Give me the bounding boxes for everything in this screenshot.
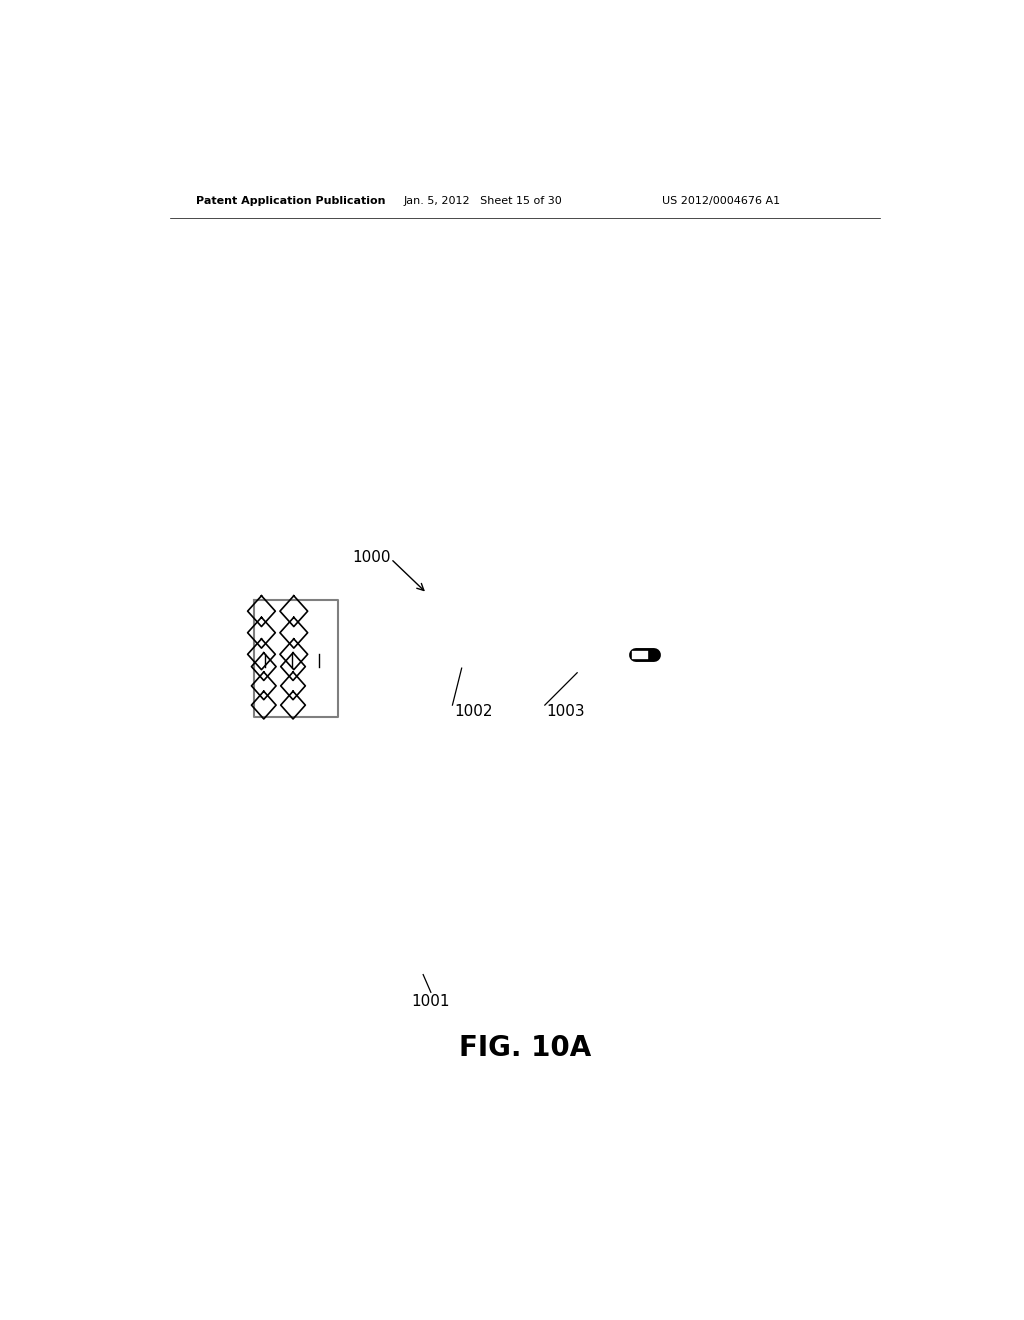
- Text: 1003: 1003: [547, 704, 585, 719]
- Text: Patent Application Publication: Patent Application Publication: [196, 195, 385, 206]
- Text: 1002: 1002: [454, 704, 493, 719]
- Text: US 2012/0004676 A1: US 2012/0004676 A1: [662, 195, 780, 206]
- Text: 1001: 1001: [412, 994, 451, 1008]
- Text: Jan. 5, 2012   Sheet 15 of 30: Jan. 5, 2012 Sheet 15 of 30: [403, 195, 562, 206]
- Text: FIG. 10A: FIG. 10A: [459, 1034, 591, 1061]
- Text: 1000: 1000: [352, 549, 391, 565]
